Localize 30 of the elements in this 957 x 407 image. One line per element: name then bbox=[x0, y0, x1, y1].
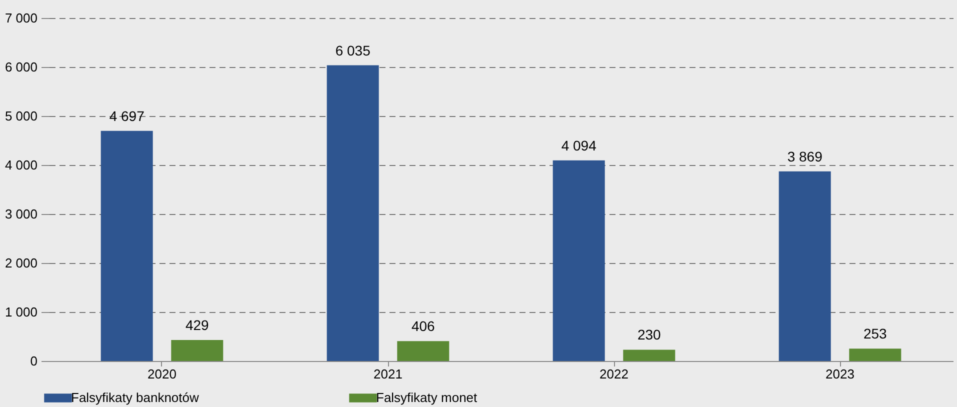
bar bbox=[778, 171, 831, 361]
x-tick-label: 2022 bbox=[600, 366, 628, 382]
data-label: 406 bbox=[411, 318, 436, 334]
bar bbox=[326, 65, 379, 361]
bar bbox=[552, 160, 605, 361]
data-label: 4 697 bbox=[109, 108, 145, 124]
data-label: 6 035 bbox=[335, 42, 371, 58]
bar bbox=[171, 340, 224, 361]
data-label: 3 869 bbox=[787, 148, 823, 164]
data-label: 253 bbox=[863, 326, 888, 342]
bar bbox=[397, 341, 450, 361]
y-tick-label: 3 000 bbox=[4, 206, 38, 222]
legend-label: Falsyfikaty banknotów bbox=[71, 390, 200, 405]
x-tick-label: 2021 bbox=[374, 366, 402, 382]
y-tick-label: 2 000 bbox=[4, 256, 38, 270]
data-label: 230 bbox=[637, 326, 662, 343]
x-tick-label: 2023 bbox=[826, 366, 854, 382]
data-label: 429 bbox=[185, 316, 210, 333]
y-tick-label: 5 000 bbox=[4, 108, 38, 124]
y-tick-label: 6 000 bbox=[4, 60, 38, 74]
y-tick-label: 0 bbox=[30, 354, 38, 368]
y-tick-label: 7 000 bbox=[4, 10, 38, 26]
data-label: 4 094 bbox=[561, 137, 597, 154]
bar bbox=[100, 130, 153, 361]
y-tick-label: 1 000 bbox=[4, 304, 38, 320]
y-tick-label: 4 000 bbox=[4, 158, 38, 172]
bar bbox=[849, 348, 902, 361]
legend-label: Falsyfikaty monet bbox=[376, 390, 478, 405]
bar bbox=[623, 350, 676, 361]
x-tick-label: 2020 bbox=[148, 366, 176, 382]
